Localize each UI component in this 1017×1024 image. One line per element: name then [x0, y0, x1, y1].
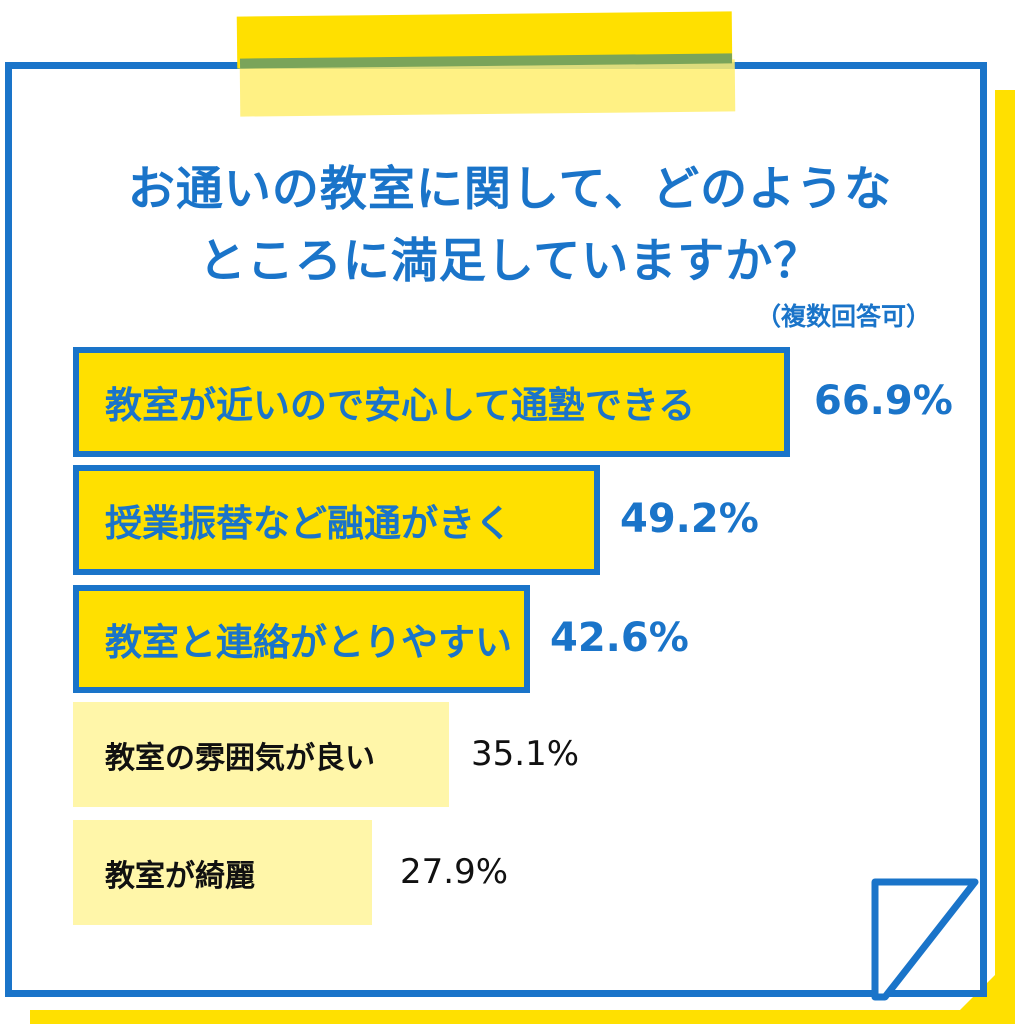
chart-subtitle: （複数回答可） — [756, 302, 932, 331]
bar-2: 授業振替など融通がきく — [73, 465, 600, 575]
chart-title-line-2: ところに満足していますか？ — [198, 234, 822, 289]
bar-value-label: 42.6% — [550, 615, 689, 661]
bar-label: 教室が近いので安心して通塾できる — [105, 384, 696, 427]
bar-value-label: 66.9% — [814, 378, 953, 424]
bar-value-label: 35.1% — [471, 733, 580, 774]
bar-label: 授業振替など融通がきく — [105, 502, 512, 545]
bar-1: 教室が近いので安心して通塾できる — [73, 347, 790, 457]
bar-value-label: 49.2% — [620, 496, 759, 542]
bar-label: 教室の雰囲気が良い — [105, 740, 375, 776]
tape-decoration-overlay — [239, 59, 736, 117]
bar-label: 教室と連絡がとりやすい — [105, 621, 512, 664]
bar-4: 教室の雰囲気が良い — [73, 702, 449, 807]
bar-label: 教室が綺麗 — [105, 858, 255, 894]
bar-5: 教室が綺麗 — [73, 820, 372, 925]
chart-title-line-1: お通いの教室に関して、どのような — [127, 162, 893, 217]
bar-3: 教室と連絡がとりやすい — [73, 585, 530, 693]
bar-value-label: 27.9% — [400, 851, 509, 892]
